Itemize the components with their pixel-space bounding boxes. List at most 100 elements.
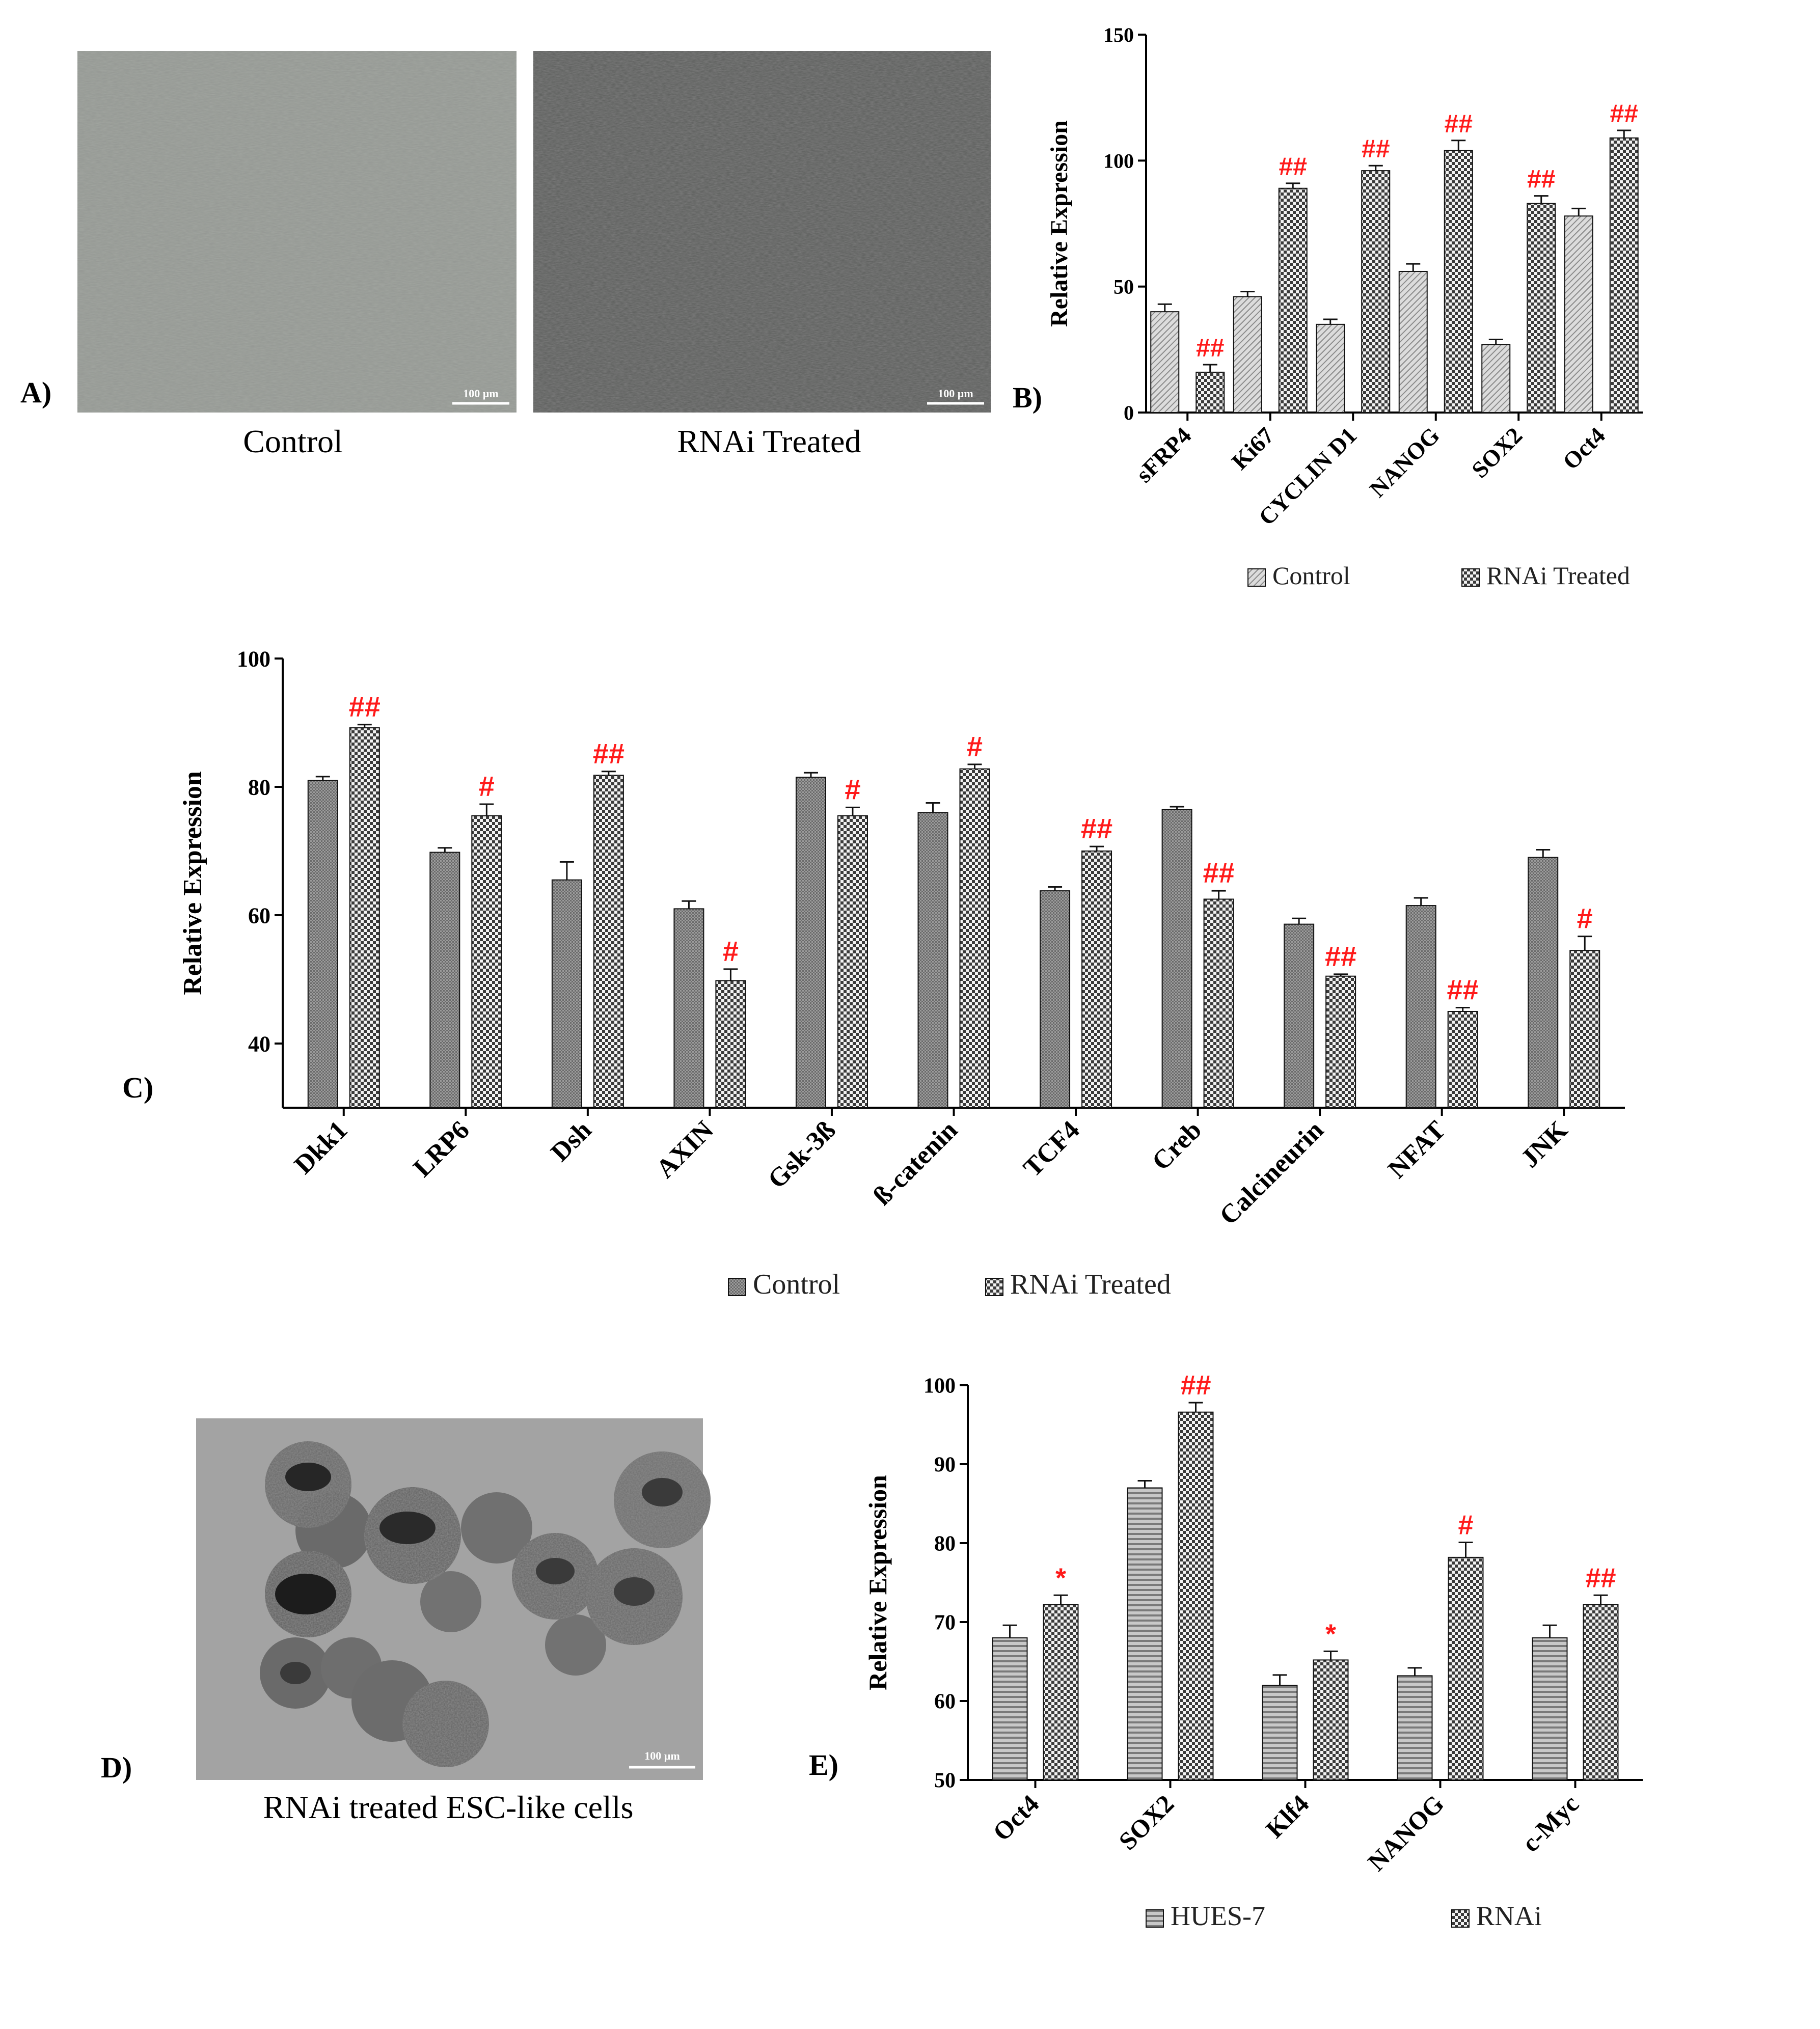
bar-control-AXIN [673, 908, 704, 1109]
spheroids [260, 1441, 711, 1767]
significance-label: # [723, 935, 739, 967]
significance-label: ## [1196, 334, 1225, 362]
y-tick-label: 90 [934, 1454, 956, 1477]
bar-control-Calcineurin [1284, 923, 1315, 1108]
bar-rnai-treated-TCF4 [1081, 851, 1112, 1108]
bar-control-Oct4 [1564, 215, 1593, 413]
bar-hues-7-Oct4 [992, 1637, 1028, 1780]
bar-control-JNK [1528, 857, 1559, 1108]
significance-label: # [845, 773, 860, 805]
bar-control-TCF4 [1040, 890, 1071, 1108]
bar-rnai-treated-SOX2 [1527, 203, 1556, 413]
bar-rnai-treated-Dsh [593, 775, 624, 1108]
significance-label: ## [593, 737, 624, 770]
significance-label: ## [1279, 152, 1307, 181]
bar-hues-7-NANOG [1397, 1675, 1433, 1780]
bar-rnai-NANOG [1448, 1556, 1484, 1780]
caption-rnai-treated: RNAi Treated [677, 423, 861, 459]
significance-label: ## [1180, 1370, 1211, 1401]
bar-control-Dkk1 [307, 780, 338, 1108]
panel-d: 100 µm D) RNAi treated ESC-like cells [101, 1418, 711, 1825]
caption-esc-like-cells: RNAi treated ESC-like cells [263, 1789, 634, 1825]
legend-swatch [728, 1278, 746, 1296]
bar-rnai-c-Myc [1583, 1604, 1619, 1780]
category-label: c-Myc [1516, 1789, 1584, 1857]
bar-rnai-treated-Dkk1 [349, 727, 380, 1108]
legend-label: RNAi [1476, 1901, 1542, 1931]
caption-control: Control [243, 423, 343, 459]
bar-rnai-Oct4 [1043, 1604, 1079, 1780]
bar-rnai-treated-AXIN [715, 980, 746, 1109]
legend-label: RNAi Treated [1010, 1269, 1171, 1300]
panel-letter-e: E) [809, 1748, 838, 1781]
significance-label: # [967, 730, 983, 762]
scale-label-control: 100 µm [463, 387, 499, 400]
y-tick-label: 50 [934, 1769, 956, 1793]
bar-rnai-treated-Calcineurin [1325, 975, 1356, 1108]
bar-rnai-treated-Ki67 [1278, 187, 1308, 413]
significance-label: ## [1444, 109, 1473, 138]
bar-rnai-treated-Creb [1203, 898, 1234, 1108]
bar-hues-7-c-Myc [1532, 1637, 1568, 1780]
category-label: JNK [1515, 1115, 1573, 1173]
bar-hues-7-Klf4 [1262, 1685, 1298, 1780]
significance-label: ## [1610, 99, 1638, 128]
category-label: TCF4 [1018, 1115, 1085, 1183]
legend-swatch [1247, 568, 1266, 587]
panel-a: 100 µm 100 µm A) Control RNAi Treated [20, 51, 991, 459]
significance-label: # [1577, 902, 1593, 935]
category-label: AXIN [651, 1115, 719, 1184]
y-tick-label: 80 [248, 775, 270, 800]
bar-control-CYCLIN D1 [1316, 323, 1345, 413]
legend-label: RNAi Treated [1486, 561, 1630, 590]
bar-control-LRP6 [429, 852, 460, 1109]
category-label: Dkk1 [289, 1115, 353, 1180]
y-tick-label: 60 [934, 1690, 956, 1714]
y-axis-title: Relative Expression [178, 771, 207, 995]
legend-swatch [985, 1278, 1003, 1296]
bar-rnai-treated-ß-catenin [959, 768, 990, 1108]
category-label: SOX2 [1113, 1789, 1179, 1855]
category-label: SOX2 [1466, 422, 1527, 483]
bar-control-NANOG [1398, 270, 1428, 414]
significance-label: * [1055, 1562, 1066, 1593]
bar-rnai-treated-CYCLIN D1 [1361, 170, 1391, 413]
y-tick-label: 0 [1124, 401, 1134, 424]
bar-rnai-treated-JNK [1569, 950, 1600, 1109]
bar-rnai-treated-NFAT [1447, 1011, 1478, 1108]
legend-swatch [1451, 1909, 1470, 1928]
legend-swatch [1461, 568, 1480, 587]
bar-control-NFAT [1405, 905, 1436, 1108]
legend-label: HUES-7 [1171, 1901, 1265, 1931]
significance-label: ## [1447, 973, 1479, 1005]
significance-label: * [1325, 1619, 1336, 1649]
panel-letter-c: C) [122, 1071, 153, 1104]
category-label: Oct4 [987, 1789, 1044, 1846]
y-tick-label: 50 [1113, 276, 1134, 298]
y-tick-label: 100 [237, 646, 270, 671]
legend-swatch [1146, 1909, 1164, 1928]
bar-rnai-treated-NANOG [1444, 150, 1473, 413]
significance-label: ## [1585, 1562, 1616, 1593]
category-label: Ki67 [1227, 422, 1279, 475]
category-label: Klf4 [1260, 1789, 1314, 1843]
legend-label: Control [753, 1269, 840, 1300]
y-tick-label: 80 [934, 1532, 956, 1556]
bar-hues-7-SOX2 [1127, 1487, 1163, 1780]
bar-rnai-treated-LRP6 [471, 815, 502, 1108]
scale-label-rnai: 100 µm [938, 387, 973, 400]
bar-rnai-treated-sFRP4 [1196, 371, 1225, 413]
category-label: sFRP4 [1131, 422, 1196, 487]
micrograph-control: 100 µm [77, 51, 517, 413]
category-label: NFAT [1382, 1115, 1451, 1184]
significance-label: ## [1362, 134, 1390, 163]
significance-label: ## [1325, 940, 1356, 972]
bar-rnai-treated-Oct4 [1609, 137, 1639, 413]
bar-rnai-treated-Gsk-3ß [837, 815, 868, 1108]
category-label: Creb [1147, 1115, 1207, 1176]
significance-label: ## [1081, 812, 1112, 844]
category-label: Oct4 [1558, 422, 1610, 475]
significance-label: ## [1203, 857, 1234, 889]
category-label: Gsk-3ß [763, 1115, 841, 1194]
